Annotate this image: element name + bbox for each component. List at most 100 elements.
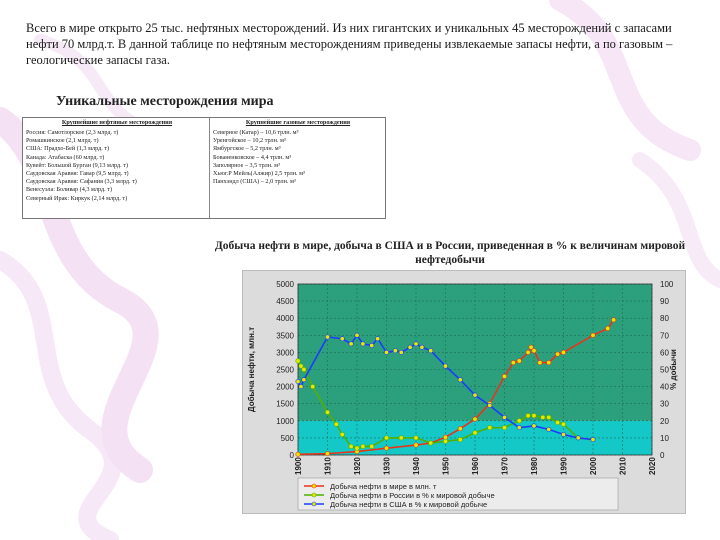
gas-field-row-2: Ямбургское – 5,2 трлн. м³ [213,145,281,153]
oil-field-row-1: Ромашкинское (2,1 млрд. т) [26,137,99,145]
series-0-point-17 [546,360,552,366]
series-0-point-14 [528,344,534,350]
series-2-point-5 [348,341,354,347]
series-0-point-4 [413,442,419,448]
gas-column-header: Крупнейшие газовые месторождения [245,119,351,126]
series-1-point-19 [501,425,507,431]
series-1-point-24 [546,414,552,420]
series-0-point-1 [325,451,331,457]
legend-marker-1 [311,492,317,498]
gas-fields-list: Северное (Катар) – 10,6 трлн. м³ Уренгойс… [213,129,305,186]
y-tick-label-7: 3500 [276,331,294,340]
x-tick-label-10: 2000 [589,457,598,475]
oil-field-row-7: Венесуэла: Боливар (4,3 млрд. т) [26,186,113,194]
oil-field-row-3: Канада: Атабаска (60 млрд. т) [26,153,105,161]
series-1-point-7 [348,443,354,449]
series-2-point-26 [575,435,581,441]
x-tick-label-5: 1950 [442,457,451,475]
x-tick-label-0: 1900 [294,457,303,475]
series-2-point-20 [487,402,493,408]
series-0-point-15 [531,348,537,354]
series-1-point-1 [298,363,304,369]
series-1-point-16 [457,437,463,443]
oil-field-row-8: Северный Ирак: Киркук (2,14 млрд. т) [26,194,128,202]
series-0-point-18 [555,351,561,357]
legend-marker-2 [311,501,317,507]
series-2-point-3 [325,334,331,340]
series-2-point-21 [501,414,507,420]
oil-fields-list: Россия: Самотлорское (2,3 млрд. т) Ромаш… [26,129,137,203]
series-2-point-27 [590,437,596,443]
series-2-point-8 [369,343,375,349]
y-tick-label-4: 2000 [276,383,294,392]
x-tick-label-6: 1960 [471,457,480,475]
series-1-point-11 [384,435,390,441]
series-0-point-7 [457,426,463,432]
legend-marker-0 [311,483,317,489]
series-2-point-25 [560,431,566,437]
y-tick-label-8: 4000 [276,314,294,323]
legend-entry-2: Добыча нефти в США в % к мировой добыче [330,500,487,509]
table-divider [209,118,210,218]
series-1-point-2 [301,367,307,373]
series-1-point-0 [295,358,301,364]
legend-box [297,477,619,511]
series-2-point-10 [384,349,390,355]
series-1-point-18 [487,425,493,431]
series-2-point-11 [392,348,398,354]
series-1-point-25 [555,420,561,426]
oil-field-row-0: Россия: Самотлорское (2,3 млрд. т) [26,129,119,136]
series-2-point-6 [354,332,360,338]
y-axis-label: Добыча нефти, млн.т [247,327,256,412]
series-1-point-22 [531,413,537,419]
y-tick-label-1: 500 [281,434,295,443]
x-tick-label-4: 1940 [412,457,421,475]
series-0-point-22 [611,317,617,323]
x-tick-label-1: 1910 [324,457,333,475]
x-tick-label-11: 2010 [619,457,628,475]
series-0-point-19 [560,349,566,355]
series-2-point-1 [298,384,304,390]
y-right-tick-label-8: 80 [660,314,669,323]
series-0-point-21 [605,325,611,331]
x-tick-label-3: 1930 [383,457,392,475]
series-2-point-4 [339,336,345,342]
series-0-point-0 [295,451,301,457]
y-tick-label-9: 4500 [276,297,294,306]
series-2-point-24 [546,426,552,432]
oil-field-row-4: Кувейт: Большой Бурган (9,13 млрд. т) [26,161,129,169]
series-1-point-20 [516,418,522,424]
series-2-point-23 [531,423,537,429]
gas-field-row-5: Хьюг.Р Мейль(Алжир) 2,5 трлн. м³ [213,169,305,177]
series-line-2 [297,333,594,441]
oil-gas-fields-table: Крупнейшие нефтяные месторождения Крупне… [22,117,386,219]
series-1-point-13 [413,435,419,441]
series-0-point-8 [472,416,478,422]
series-1-point-10 [369,443,375,449]
y-right-tick-label-0: 0 [660,451,665,460]
oil-field-row-5: Саудовская Аравия: Гавар (9,5 млрд. т) [26,169,129,177]
series-2-point-22 [516,425,522,431]
y-right-tick-label-6: 60 [660,348,669,357]
oil-field-row-2: США: Прадхо-Бей (1,3 млрд. т) [26,145,110,153]
series-2-point-14 [413,341,419,347]
series-1-point-21 [525,413,531,419]
y-right-axis-label: % добычи [669,349,678,390]
y-right-tick-label-9: 90 [660,297,669,306]
series-2-point-2 [301,377,307,383]
chart-title: Добыча нефти в мире, добыча в США и в Ро… [214,240,686,266]
oil-production-chart: 0500100015002000250030003500400045005000… [247,280,678,511]
intro-paragraph: Всего в мире открыто 25 тыс. нефтяных ме… [26,21,673,67]
series-1-point-5 [333,421,339,427]
series-0-point-16 [537,360,543,366]
series-0-point-3 [384,445,390,451]
series-1-point-15 [443,438,449,444]
x-tick-label-7: 1970 [501,457,510,475]
series-2-point-17 [443,363,449,369]
series-2-point-19 [472,392,478,398]
oil-field-row-6: Саудовская Аравия: Сафания (3,3 млрд. т) [26,178,137,186]
series-1-point-9 [360,443,366,449]
gas-field-row-0: Северное (Катар) – 10,6 трлн. м³ [213,129,299,136]
series-1-point-17 [472,430,478,436]
legend-entry-0: Добыча нефти в мире в млн. т [330,482,437,491]
